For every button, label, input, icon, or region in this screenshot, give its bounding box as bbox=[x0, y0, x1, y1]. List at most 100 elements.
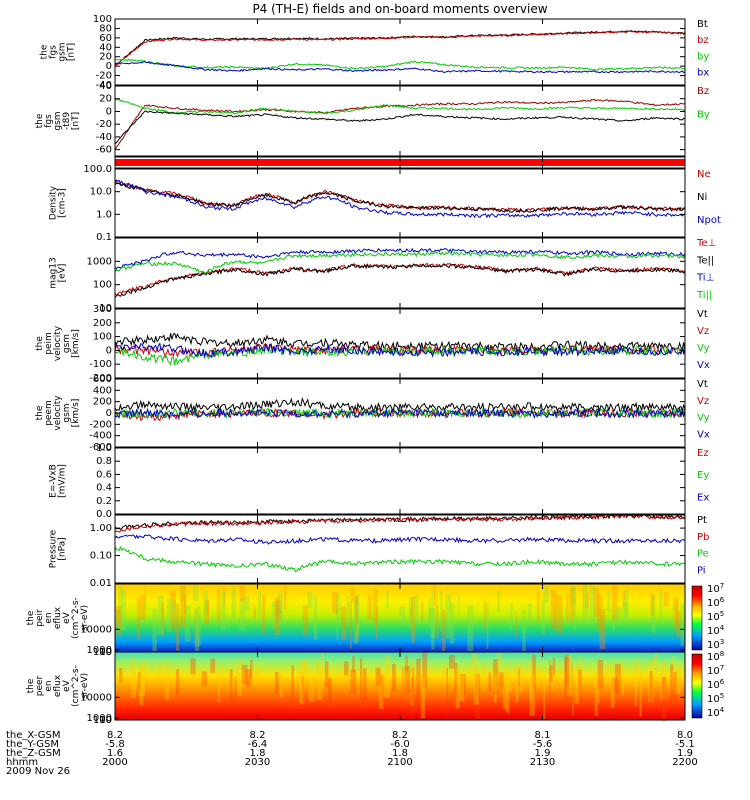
y-axis-label: (cm^2-s- bbox=[71, 665, 81, 707]
y-axis-label: [km/s] bbox=[71, 329, 81, 358]
y-axis-label: [nPa] bbox=[58, 537, 68, 560]
spectrogram-texture bbox=[316, 657, 319, 675]
spectrogram-texture bbox=[180, 586, 185, 602]
y-tick-label: 100 bbox=[93, 332, 112, 343]
colorbar-tick: 108 bbox=[707, 650, 724, 663]
y-tick-label: 0.4 bbox=[96, 483, 112, 494]
spectrogram-ion bbox=[115, 584, 685, 652]
spectrogram-texture bbox=[223, 586, 225, 606]
y-tick-label: 20 bbox=[99, 94, 112, 105]
y-tick-label: 0 bbox=[106, 106, 112, 117]
y-tick-label: -20 bbox=[96, 119, 112, 130]
y-axis-label: en bbox=[44, 612, 54, 623]
spectrogram-texture bbox=[138, 671, 141, 691]
spectrogram-texture bbox=[574, 664, 581, 704]
spectrogram-texture bbox=[207, 599, 210, 616]
legend-label: Ey bbox=[697, 470, 709, 481]
y-axis-label: gsm bbox=[58, 42, 68, 61]
spectrogram-texture bbox=[271, 601, 278, 630]
spectrogram-texture bbox=[436, 604, 439, 638]
spectrogram-texture bbox=[353, 597, 359, 644]
spectrogram-texture bbox=[599, 608, 606, 650]
spectrogram-texture bbox=[459, 674, 465, 702]
panel-3: Ne Ni Npot 100.0 10.0 1.0 0.1 Density [cm-3] bbox=[49, 164, 721, 243]
y-axis-label: sr-eV) bbox=[80, 673, 90, 699]
spectrogram-texture bbox=[605, 663, 610, 680]
spectrogram-texture bbox=[497, 652, 502, 669]
y-tick-label: 40 bbox=[99, 81, 112, 92]
footer-value: 2200 bbox=[672, 757, 697, 768]
y-tick-label: 100 bbox=[93, 14, 112, 25]
colorbar-tick: 107 bbox=[707, 582, 724, 595]
spectrogram-texture bbox=[458, 594, 460, 615]
spectrogram-texture bbox=[634, 659, 638, 707]
spectrogram-texture bbox=[493, 675, 497, 703]
footer-value: 8.2 bbox=[392, 730, 408, 741]
legend-label: Vx bbox=[697, 360, 710, 371]
y-axis-label: [eV] bbox=[58, 264, 68, 283]
y-tick-label: 1000 bbox=[87, 645, 112, 656]
spectrogram-texture bbox=[582, 586, 585, 615]
spectrogram-texture bbox=[308, 673, 315, 702]
spectrogram-texture bbox=[301, 662, 307, 681]
legend-label: Vz bbox=[697, 396, 709, 407]
spectrogram-texture bbox=[355, 594, 360, 635]
spectrogram-texture bbox=[497, 590, 501, 613]
y-tick-label: 10000 bbox=[80, 624, 112, 635]
y-axis-label: [mV/m] bbox=[58, 464, 68, 498]
spectrogram-texture bbox=[610, 660, 615, 708]
legend-label: by bbox=[697, 51, 709, 62]
spectrogram-texture bbox=[373, 588, 378, 625]
spectrogram-texture bbox=[518, 668, 520, 687]
spectrogram-texture bbox=[362, 668, 367, 708]
spectrogram-texture bbox=[421, 601, 424, 621]
spectrogram-texture bbox=[472, 653, 478, 678]
spectrogram-texture bbox=[442, 609, 446, 654]
spectrogram-texture bbox=[385, 654, 390, 698]
footer-value: -5.8 bbox=[105, 739, 125, 750]
y-tick-label: -60 bbox=[96, 145, 112, 156]
y-axis-label: velocity bbox=[53, 325, 63, 361]
series-line-Vx bbox=[114, 342, 686, 359]
spectrogram-texture bbox=[522, 609, 526, 654]
spectrogram-texture bbox=[445, 594, 452, 639]
panel-frame bbox=[114, 18, 686, 86]
spectrogram-texture bbox=[229, 673, 235, 691]
spectrogram-texture bbox=[239, 598, 245, 631]
spectrogram-texture bbox=[663, 592, 669, 607]
footer-value: 1.6 bbox=[107, 748, 123, 759]
spectrogram-texture bbox=[144, 586, 147, 610]
footer-value: 8.2 bbox=[107, 730, 123, 741]
y-axis-label: eV bbox=[62, 611, 72, 624]
spectrogram-texture bbox=[378, 672, 384, 709]
spectrogram-texture bbox=[244, 596, 250, 612]
spectrogram-texture bbox=[616, 607, 622, 626]
spectrogram-texture bbox=[597, 659, 604, 689]
spectrogram-texture bbox=[184, 604, 191, 642]
y-tick-label: 0.01 bbox=[90, 578, 112, 589]
spectrogram-texture bbox=[276, 604, 279, 627]
footer-value: 1.8 bbox=[392, 748, 408, 759]
footer-value: -5.1 bbox=[675, 739, 695, 750]
series-line-Ni bbox=[114, 182, 686, 214]
spectrogram-texture bbox=[549, 665, 553, 682]
spectrogram-texture bbox=[291, 665, 294, 710]
spectrogram-texture bbox=[619, 662, 625, 695]
y-axis-label: -t89 bbox=[62, 112, 72, 131]
spectrogram-texture bbox=[565, 592, 569, 621]
y-tick-label: 600 bbox=[93, 374, 112, 385]
y-tick-label: 0.1 bbox=[96, 232, 112, 243]
spectrogram-texture bbox=[336, 607, 339, 641]
footer-value: 8.2 bbox=[250, 730, 266, 741]
spectrogram-texture bbox=[529, 659, 533, 701]
spectrogram-texture bbox=[672, 596, 679, 631]
spectrogram-texture bbox=[467, 605, 474, 652]
spectrogram-texture bbox=[414, 594, 419, 620]
y-tick-label: -200 bbox=[89, 373, 112, 384]
spectrogram-texture bbox=[231, 587, 236, 618]
colorbar-tick: 103 bbox=[707, 638, 724, 651]
spectrogram-texture bbox=[161, 601, 165, 634]
series-line-Bz bbox=[114, 98, 686, 151]
spectrogram-texture bbox=[639, 669, 642, 717]
spectrogram-texture bbox=[671, 655, 674, 692]
